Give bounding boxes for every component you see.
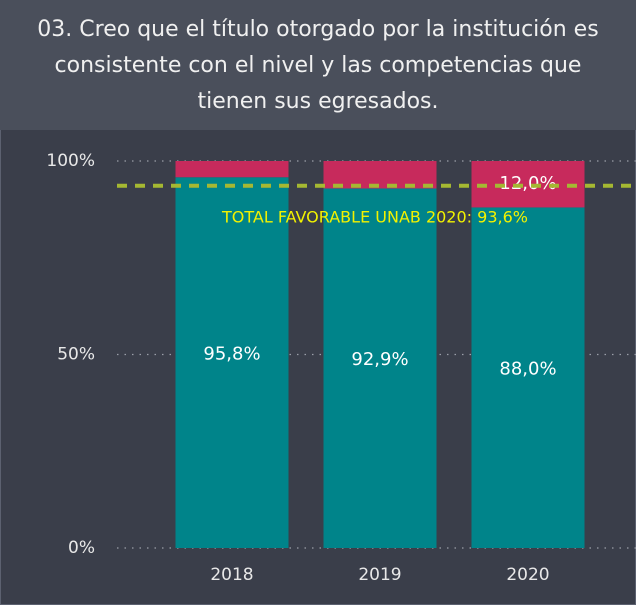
bar-segment bbox=[471, 161, 585, 208]
x-tick-label: 2018 bbox=[210, 565, 253, 585]
bar-segment bbox=[175, 177, 289, 548]
x-tick-label: 2020 bbox=[506, 565, 549, 585]
data-label: 92,9% bbox=[351, 349, 408, 370]
y-tick-label: 0% bbox=[68, 538, 95, 558]
data-label: 95,8% bbox=[203, 344, 260, 365]
data-label: 12,0% bbox=[499, 173, 556, 194]
bar-segment bbox=[175, 161, 289, 178]
y-tick-label: 50% bbox=[57, 345, 95, 365]
reference-label: TOTAL FAVORABLE UNAB 2020: 93,6% bbox=[221, 207, 528, 226]
data-label: 88,0% bbox=[499, 359, 556, 380]
bar-segment bbox=[471, 207, 585, 548]
x-tick-label: 2019 bbox=[358, 565, 401, 585]
bar-segment bbox=[323, 188, 437, 549]
y-tick-label: 100% bbox=[46, 151, 95, 171]
chart-title: 03. Creo que el título otorgado por la i… bbox=[0, 0, 636, 130]
